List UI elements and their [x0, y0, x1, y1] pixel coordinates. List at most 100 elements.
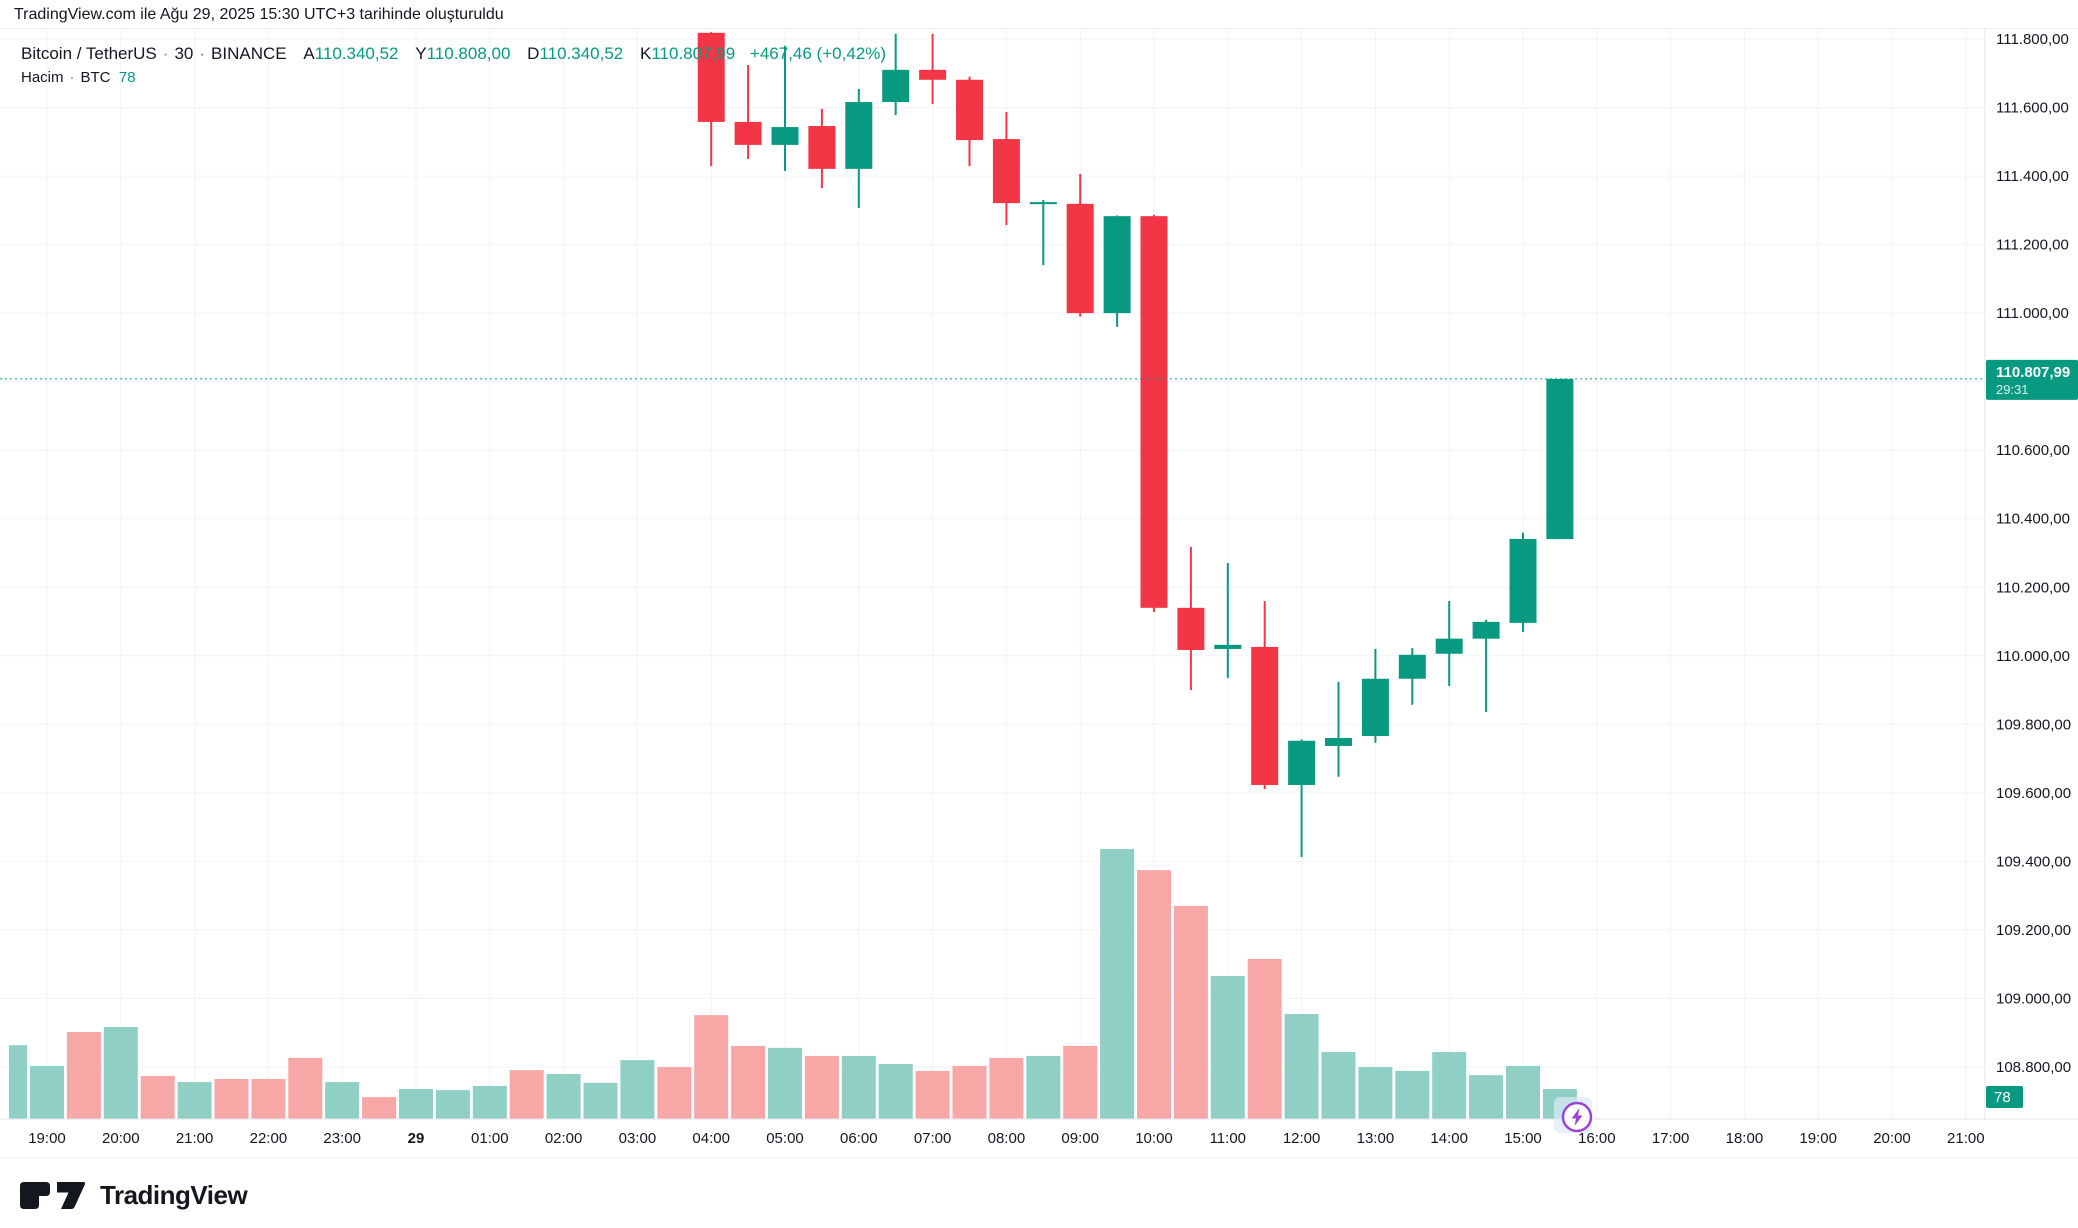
volume-badge-bg [1986, 1086, 2023, 1108]
price-tick-label: 109.000,00 [1996, 990, 2071, 1007]
volume-bar [1173, 905, 1208, 1119]
volume-bar [804, 1055, 839, 1119]
volume-bar [1247, 959, 1282, 1119]
candle-body [845, 102, 873, 169]
time-tick-label: 03:00 [619, 1130, 657, 1147]
candle-wick [1042, 200, 1045, 266]
volume-bar [9, 1045, 28, 1119]
volume-bar [1395, 1070, 1430, 1119]
separator-dot: · [162, 44, 169, 63]
time-tick-label: 19:00 [28, 1130, 66, 1147]
candle-body [1398, 654, 1426, 679]
volume-bar [362, 1097, 397, 1119]
volume-bar [583, 1082, 618, 1119]
volume-bar [1321, 1052, 1356, 1119]
candle-wick [1337, 681, 1340, 777]
volume-bar [1100, 849, 1135, 1119]
time-tick-label: 01:00 [471, 1130, 509, 1147]
volume-bar [66, 1032, 101, 1119]
volume-bar [1469, 1075, 1504, 1119]
time-tick-label: 21:00 [1947, 1130, 1985, 1147]
interval-label[interactable]: 30 [174, 44, 194, 63]
time-tick-label: 15:00 [1504, 1130, 1542, 1147]
price-tick-label: 108.800,00 [1996, 1059, 2071, 1076]
volume-bar [30, 1065, 64, 1119]
candle-body [697, 32, 725, 122]
volume-bar [546, 1074, 581, 1119]
candle-wick [1300, 739, 1303, 857]
time-tick-label: 02:00 [545, 1130, 583, 1147]
price-tick-label: 111.600,00 [1996, 100, 2069, 117]
grid-layer [0, 28, 1985, 1119]
volume-bar [841, 1055, 876, 1119]
header-divider [0, 28, 2078, 29]
volume-bar [472, 1085, 507, 1119]
price-tick-label: 110.000,00 [1996, 648, 2070, 665]
symbol-title[interactable]: Bitcoin / TetherUS [21, 44, 157, 63]
boost-button[interactable] [1554, 1097, 1593, 1133]
candle-body [992, 139, 1020, 204]
candle-wick [747, 65, 750, 159]
candle-wick [784, 45, 786, 171]
volume-bar [399, 1089, 433, 1119]
time-tick-label: 19:00 [1799, 1130, 1837, 1147]
candle-body [1177, 607, 1205, 650]
candle-body [1029, 202, 1057, 205]
time-tick-label: 18:00 [1726, 1130, 1764, 1147]
volume-bar [288, 1057, 323, 1119]
candle-body [1361, 678, 1389, 736]
time-tick-label: 05:00 [766, 1130, 804, 1147]
time-tick-label: 29 [408, 1130, 425, 1147]
price-tick-label: 111.200,00 [1996, 237, 2069, 254]
volume-bar [1137, 870, 1171, 1119]
time-tick-label: 09:00 [1061, 1130, 1099, 1147]
tradingview-logo[interactable]: TradingView [20, 1180, 248, 1211]
ohlc-open: A110.340,52 [303, 44, 399, 63]
current-price-value: 110.807,99 [1996, 364, 2070, 381]
current-price-badge-bg [1986, 359, 2078, 400]
price-tick-label: 111.000,00 [1996, 305, 2069, 322]
time-tick-label: 13:00 [1357, 1130, 1395, 1147]
candle-body [1325, 738, 1352, 746]
time-tick-label: 06:00 [840, 1130, 878, 1147]
time-tick-label: 20:00 [1873, 1130, 1911, 1147]
time-axis[interactable]: 19:00 20:00 21:00 22:00 23:00 29 01:00 02:00 03:… [28, 1130, 1984, 1147]
ohlc-high: Y110.808,00 [415, 44, 511, 63]
candle-body [1214, 644, 1242, 649]
candle-wick [1485, 619, 1488, 712]
price-tick-label: 111.800,00 [1996, 31, 2069, 48]
candle-body [882, 69, 910, 103]
time-tick-label: 22:00 [250, 1130, 288, 1147]
ohlc-low: D110.340,52 [527, 44, 624, 63]
volume-value-badge: 78 [1986, 1086, 2023, 1108]
volume-bar [1063, 1045, 1098, 1119]
volume-indicator-label[interactable]: Hacim [21, 69, 64, 86]
volume-bar [731, 1045, 766, 1119]
tradingview-logo-text: TradingView [100, 1180, 248, 1210]
ohlc-close: K110.807,99 [640, 44, 736, 63]
volume-bar [251, 1079, 286, 1119]
volume-bar [878, 1064, 913, 1119]
candle-body [1103, 216, 1131, 314]
price-tick-label: 109.600,00 [1996, 785, 2071, 802]
exchange-label[interactable]: BINANCE [211, 44, 287, 63]
candle-body [808, 126, 836, 169]
volume-bar [1284, 1014, 1319, 1119]
candle-wick [931, 33, 934, 105]
time-tick-label: 08:00 [988, 1130, 1026, 1147]
time-tick-label: 23:00 [323, 1130, 361, 1147]
volume-bar [177, 1082, 212, 1119]
volume-bar [768, 1047, 802, 1119]
separator-dot: · [199, 44, 206, 63]
price-axis[interactable]: 111.800,00 111.600,00 111.400,00 111.200,00… [1996, 31, 2071, 1076]
time-tick-label: 16:00 [1578, 1130, 1616, 1147]
candle-body [1435, 638, 1463, 654]
volume-bar [435, 1090, 470, 1119]
volume-bar [989, 1057, 1024, 1119]
volume-bar [509, 1070, 544, 1119]
volume-bar [952, 1065, 987, 1119]
volume-bar [915, 1070, 950, 1119]
candle-body [1140, 216, 1168, 608]
